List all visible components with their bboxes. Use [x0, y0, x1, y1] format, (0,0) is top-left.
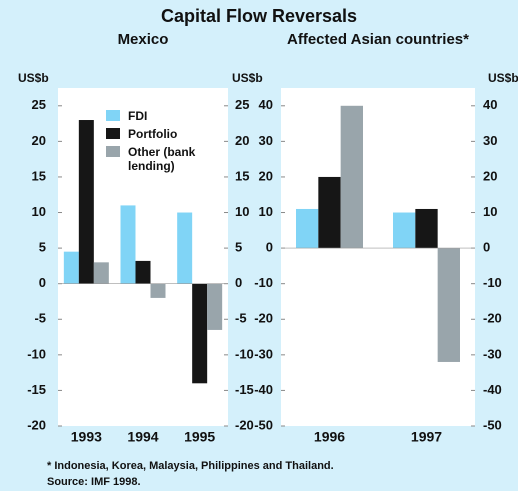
legend-swatch [106, 146, 120, 157]
y-tick-label: 10 [32, 204, 46, 219]
bar [192, 283, 208, 384]
y-tick-label: 10 [483, 204, 497, 219]
y-tick-label: 20 [32, 133, 46, 148]
footnote: * Indonesia, Korea, Malaysia, Philippine… [47, 460, 334, 472]
y-tick-label: -50 [483, 417, 502, 432]
y-tick-label: 5 [235, 240, 242, 255]
y-tick-label: -20 [254, 311, 273, 326]
y-tick-label: -40 [254, 382, 273, 397]
y-tick-label: 25 [235, 97, 249, 112]
bar [296, 208, 319, 249]
y-tick-label: 30 [483, 133, 497, 148]
y-tick-label: 0 [483, 240, 490, 255]
y-tick-label: -40 [483, 382, 502, 397]
x-tick-label: 1997 [411, 429, 442, 445]
bar [207, 283, 223, 330]
y-tick-label: 40 [259, 97, 273, 112]
bar [437, 248, 460, 362]
y-tick-label: -30 [483, 346, 502, 361]
bar [393, 212, 416, 249]
bar [78, 120, 94, 284]
legend-item: Other (bank lending) [106, 145, 198, 173]
chart-title: Affected Asian countries* [287, 31, 469, 48]
y-tick-label: -10 [254, 275, 273, 290]
bar [93, 262, 109, 284]
y-tick-label: 40 [483, 97, 497, 112]
y-tick-label: 15 [235, 168, 249, 183]
bar [415, 208, 438, 249]
legend-item: FDI [106, 109, 198, 123]
legend-label: Portfolio [128, 127, 178, 141]
bar [120, 205, 136, 284]
y-tick-label: -10 [483, 275, 502, 290]
y-unit: US$b [488, 71, 518, 85]
y-tick-label: -30 [254, 346, 273, 361]
y-tick-label: 15 [32, 168, 46, 183]
y-tick-label: -20 [235, 417, 254, 432]
source: Source: IMF 1998. [47, 476, 141, 488]
legend-item: Portfolio [106, 127, 198, 141]
y-tick-label: -50 [254, 417, 273, 432]
bar [135, 260, 151, 284]
y-tick-label: 0 [39, 275, 46, 290]
y-tick-label: -20 [483, 311, 502, 326]
main-title: Capital Flow Reversals [161, 6, 357, 26]
bar [150, 283, 166, 298]
x-tick-label: 1995 [184, 429, 215, 445]
y-tick-label: 20 [259, 168, 273, 183]
y-tick-label: -15 [27, 382, 46, 397]
y-tick-label: -5 [235, 311, 247, 326]
y-tick-label: 10 [235, 204, 249, 219]
y-tick-label: 25 [32, 97, 46, 112]
legend-swatch [106, 110, 120, 121]
chart-title: Mexico [118, 31, 169, 48]
y-tick-label: -15 [235, 382, 254, 397]
bar [318, 176, 341, 249]
y-tick-label: 30 [259, 133, 273, 148]
x-tick-label: 1993 [71, 429, 102, 445]
legend-label: Other (bank lending) [128, 145, 196, 173]
y-tick-label: 0 [266, 240, 273, 255]
x-tick-label: 1996 [314, 429, 345, 445]
x-tick-label: 1994 [127, 429, 158, 445]
legend: FDI Portfolio Other (bank lending) [106, 109, 198, 177]
bar [63, 251, 79, 284]
y-unit: US$b [232, 71, 263, 85]
y-unit: US$b [18, 71, 49, 85]
y-tick-label: 20 [483, 168, 497, 183]
bar [340, 105, 363, 249]
y-tick-label: 5 [39, 240, 46, 255]
y-tick-label: -20 [27, 417, 46, 432]
y-tick-label: 10 [259, 204, 273, 219]
y-tick-label: -5 [34, 311, 46, 326]
bar [177, 212, 193, 284]
legend-swatch [106, 128, 120, 139]
y-tick-label: 20 [235, 133, 249, 148]
y-tick-label: 0 [235, 275, 242, 290]
y-tick-label: -10 [27, 346, 46, 361]
legend-label: FDI [128, 109, 148, 123]
y-tick-label: -10 [235, 346, 254, 361]
